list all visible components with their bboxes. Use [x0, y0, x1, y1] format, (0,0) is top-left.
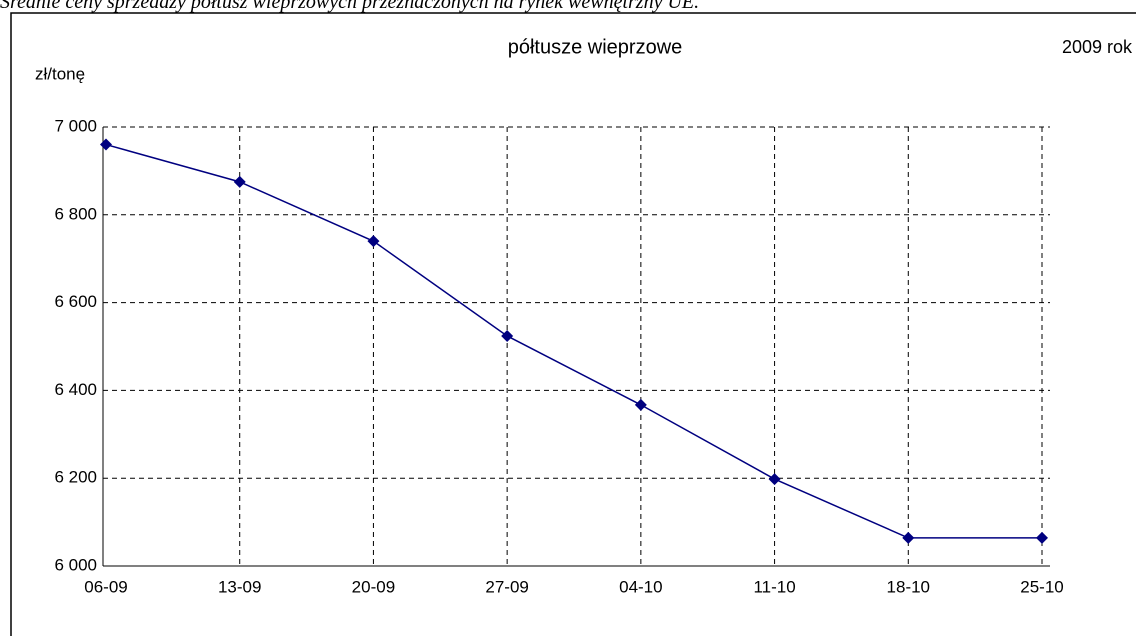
x-tick-label: 04-10 [619, 577, 662, 596]
y-tick-label: 6 400 [54, 380, 97, 399]
y-tick-label: 6 000 [54, 555, 97, 574]
y-tick-label: 6 200 [54, 468, 97, 487]
marker [367, 235, 380, 248]
x-tick-label: 18-10 [887, 577, 930, 596]
marker [233, 175, 246, 188]
line [105, 143, 1042, 539]
chart-title: półtusze wieprzowe [508, 36, 683, 58]
y-axis-label: zł/tonę [35, 64, 85, 83]
caption: Średnie ceny sprzedaży półtusz wieprzowy… [0, 0, 699, 13]
y-tick-label: 6 800 [54, 204, 97, 223]
x-tick-label: 11-10 [753, 577, 795, 596]
marker [768, 473, 781, 486]
x-tick-label: 06-09 [84, 577, 127, 596]
marker [501, 329, 514, 342]
x-tick-label: 13-09 [218, 577, 261, 596]
y-tick-label: 7 000 [54, 116, 97, 135]
x-tick-label: 27-09 [485, 577, 528, 596]
marker [634, 398, 647, 411]
x-tick-label: 25-10 [1020, 577, 1063, 596]
y-tick-label: 6 600 [54, 292, 97, 311]
annotation: 2009 rok [1062, 37, 1133, 57]
marker [1036, 531, 1048, 544]
marker [902, 531, 915, 544]
frame [10, 12, 1136, 636]
marker [100, 138, 112, 151]
x-tick-label: 20-09 [352, 577, 395, 596]
